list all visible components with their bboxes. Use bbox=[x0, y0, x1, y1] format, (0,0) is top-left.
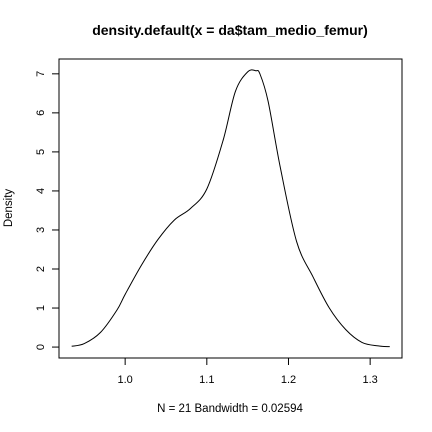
x-tick-label: 1.1 bbox=[199, 374, 214, 386]
y-tick-label: 5 bbox=[35, 149, 47, 155]
y-tick-label: 6 bbox=[35, 110, 47, 116]
x-tick-label: 1.2 bbox=[281, 374, 296, 386]
y-axis: 0 1 2 3 4 5 6 7 bbox=[35, 71, 60, 350]
y-tick-label: 3 bbox=[35, 227, 47, 233]
density-curve bbox=[71, 69, 390, 348]
y-tick-label: 7 bbox=[35, 71, 47, 77]
y-tick-label: 0 bbox=[35, 344, 47, 350]
y-tick-label: 2 bbox=[35, 266, 47, 272]
x-axis: 1.0 1.1 1.2 1.3 bbox=[118, 357, 378, 386]
x-tick-label: 1.3 bbox=[363, 374, 378, 386]
plot-frame bbox=[58, 58, 403, 359]
y-tick-label: 1 bbox=[35, 305, 47, 311]
y-tick-label: 4 bbox=[35, 188, 47, 194]
x-axis-label: N = 21 Bandwidth = 0.02594 bbox=[157, 403, 303, 415]
chart-title: density.default(x = da$tam_medio_femur) bbox=[92, 22, 368, 38]
y-axis-label: Density bbox=[3, 189, 15, 228]
x-tick-label: 1.0 bbox=[118, 374, 133, 386]
